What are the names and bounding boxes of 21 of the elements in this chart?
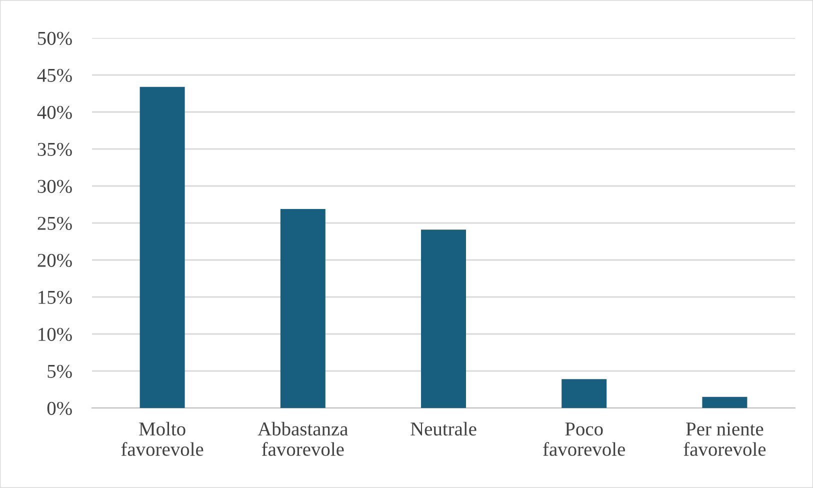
y-tick-label: 30% (38, 180, 72, 193)
bar (702, 396, 748, 408)
y-tick-label: 25% (38, 216, 72, 230)
bar (140, 86, 185, 408)
x-tick-label: Molto favorevole (121, 422, 204, 456)
y-tick-label: 40% (37, 106, 72, 119)
bar (280, 208, 326, 408)
bar (421, 230, 466, 408)
x-tick-label: Neutrale (410, 422, 476, 436)
x-tick-label: Abbastanza favorevole (258, 422, 348, 456)
y-tick-label: 5% (48, 364, 72, 378)
y-tick-label: 35% (38, 142, 72, 156)
y-tick-label: 50% (38, 32, 72, 45)
x-tick-label: Poco favorevole (543, 422, 625, 456)
y-tick-label: 10% (38, 328, 72, 341)
y-tick-label: 15% (38, 290, 72, 304)
y-tick-label: 45% (37, 68, 72, 82)
y-tick-label: 0% (47, 402, 72, 415)
bar (562, 379, 607, 408)
y-tick-label: 20% (38, 254, 72, 267)
x-tick-label: Per niente favorevole (684, 422, 766, 456)
